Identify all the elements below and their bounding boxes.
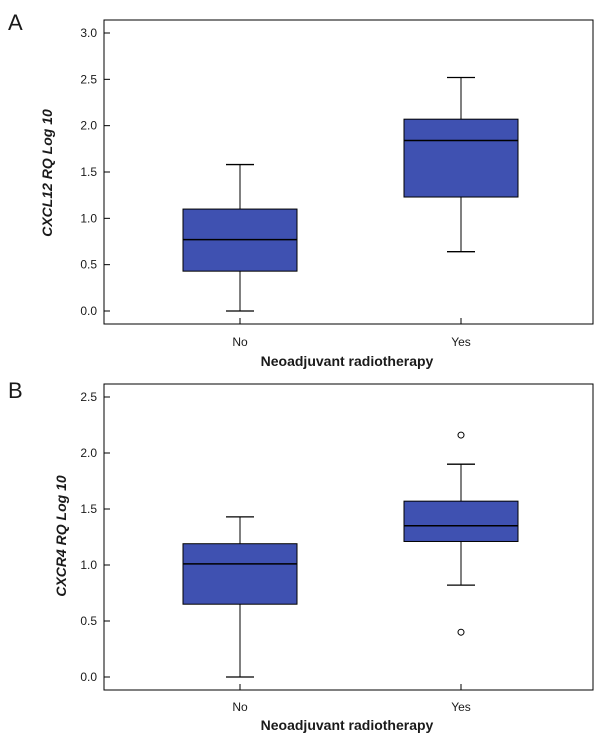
panel-b-y-tick-label: 1.0 bbox=[80, 558, 97, 572]
outlier-point bbox=[457, 628, 465, 636]
panel-a-boxes bbox=[182, 76, 519, 312]
panel-b-plot-frame bbox=[103, 383, 594, 691]
panel-b: B 0.0 0.5 1.0 1.5 2.0 2.5 No Yes Neoadjuvant r… bbox=[8, 378, 594, 733]
panel-a-box-yes bbox=[403, 76, 519, 253]
panel-a-letter: A bbox=[8, 10, 23, 35]
panel-b-box-no bbox=[182, 516, 298, 678]
panel-a-box-no bbox=[182, 163, 298, 312]
panel-a-x-tick-label: Yes bbox=[451, 335, 471, 349]
panel-a-plot-frame bbox=[103, 19, 594, 325]
panel-a-y-ticks: 0.0 0.5 1.0 1.5 2.0 2.5 3.0 bbox=[80, 26, 110, 318]
panel-a-y-tick-label: 2.5 bbox=[80, 72, 97, 86]
panel-b-x-ticks: No Yes bbox=[232, 684, 471, 714]
panel-b-x-axis-label: Neoadjuvant radiotherapy bbox=[261, 717, 434, 733]
outlier-point bbox=[457, 431, 465, 439]
panel-b-y-tick-label: 0.5 bbox=[80, 614, 97, 628]
panel-b-boxes bbox=[182, 431, 519, 678]
interquartile-box bbox=[182, 543, 298, 605]
panel-b-letter: B bbox=[8, 378, 23, 403]
panel-a-y-tick-label: 1.5 bbox=[80, 165, 97, 179]
panel-a-x-axis-label: Neoadjuvant radiotherapy bbox=[261, 353, 434, 369]
panel-b-y-tick-label: 2.0 bbox=[80, 446, 97, 460]
panel-b-y-axis-label: CXCR4 RQ Log 10 bbox=[53, 475, 69, 597]
panel-b-y-tick-label: 1.5 bbox=[80, 502, 97, 516]
panel-b-y-ticks: 0.0 0.5 1.0 1.5 2.0 2.5 bbox=[80, 390, 110, 684]
panel-a: A 0.0 0.5 1.0 1.5 2.0 2.5 3.0 No Yes Neoadjuvan… bbox=[8, 10, 594, 369]
interquartile-box bbox=[403, 500, 519, 542]
panel-b-y-tick-label: 0.0 bbox=[80, 670, 97, 684]
panel-a-y-tick-label: 0.0 bbox=[80, 304, 97, 318]
panel-a-y-tick-label: 0.5 bbox=[80, 258, 97, 272]
panel-a-y-tick-label: 3.0 bbox=[80, 26, 97, 40]
panel-a-y-axis-label: CXCL12 RQ Log 10 bbox=[39, 109, 55, 237]
panel-a-x-ticks: No Yes bbox=[232, 318, 471, 349]
panel-a-x-tick-label: No bbox=[232, 335, 248, 349]
panel-a-y-tick-label: 1.0 bbox=[80, 211, 97, 225]
panel-b-y-tick-label: 2.5 bbox=[80, 390, 97, 404]
panel-a-y-tick-label: 2.0 bbox=[80, 119, 97, 133]
panel-b-box-yes bbox=[403, 431, 519, 636]
interquartile-box bbox=[403, 118, 519, 198]
panel-b-x-tick-label: Yes bbox=[451, 700, 471, 714]
panel-b-x-tick-label: No bbox=[232, 700, 248, 714]
